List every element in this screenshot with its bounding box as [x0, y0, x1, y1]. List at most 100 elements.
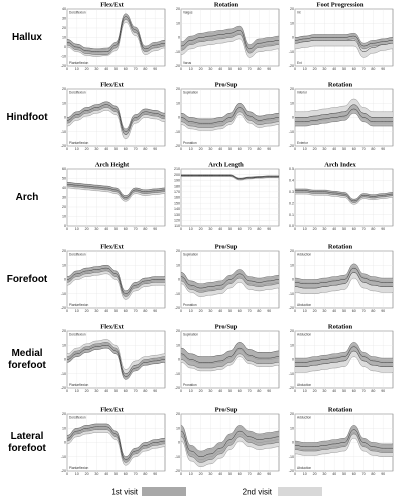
annotation-top: Adduction — [297, 253, 311, 257]
band-edge-lower — [181, 114, 279, 131]
band-edge-lower — [295, 438, 393, 457]
annotation-bottom: Plantarflexion — [69, 383, 89, 387]
x-tick-label: 40 — [218, 389, 222, 393]
y-tick-label: 0 — [292, 358, 294, 362]
band-visit-1 — [181, 103, 279, 128]
band-edge-lower — [67, 273, 165, 300]
x-tick-label: 40 — [104, 389, 108, 393]
x-tick-label: 60 — [124, 309, 128, 313]
legend-label-visit-2: 2nd visit — [243, 488, 273, 497]
x-tick-label: 50 — [114, 309, 118, 313]
x-tick-label: 30 — [322, 389, 326, 393]
x-tick-label: 20 — [85, 67, 89, 71]
mean-line-visit-1 — [67, 104, 165, 133]
x-tick-label: 90 — [267, 147, 271, 151]
panel-title: Rotation — [328, 82, 353, 89]
y-tick-label: -10 — [61, 292, 66, 296]
y-tick-label: 30 — [62, 196, 66, 200]
y-tick-label: 120 — [174, 219, 180, 223]
mean-line-visit-1 — [295, 346, 393, 363]
band-edge-lower — [295, 277, 393, 294]
x-tick-label: 60 — [124, 227, 128, 231]
y-tick-label: 20 — [62, 412, 66, 416]
x-tick-label: 60 — [238, 472, 242, 476]
mean-line-visit-1 — [67, 183, 165, 198]
x-tick-label: 30 — [208, 309, 212, 313]
y-tick-label: -20 — [175, 64, 180, 68]
y-tick-label: 130 — [174, 213, 180, 217]
x-tick-label: 0 — [180, 67, 182, 71]
y-tick-label: 20 — [176, 7, 180, 11]
band-edge-upper — [295, 98, 393, 112]
x-tick-label: 10 — [189, 472, 193, 476]
x-tick-label: 40 — [218, 227, 222, 231]
band-edge-lower — [67, 347, 165, 380]
band-edge-lower — [181, 436, 279, 463]
band-edge-lower — [67, 429, 165, 463]
mean-line-visit-1 — [181, 347, 279, 363]
y-tick-label: -20 — [175, 386, 180, 390]
x-tick-label: 20 — [85, 227, 89, 231]
x-tick-label: 80 — [257, 67, 261, 71]
x-tick-label: 20 — [313, 67, 317, 71]
band-visit-1 — [295, 188, 393, 203]
x-tick-label: 80 — [371, 227, 375, 231]
x-tick-label: 90 — [381, 147, 385, 151]
x-tick-label: 10 — [75, 472, 79, 476]
y-tick-label: 10 — [62, 36, 66, 40]
band-edge-lower — [295, 193, 393, 205]
y-tick-label: 0 — [292, 36, 294, 40]
x-tick-label: 50 — [114, 227, 118, 231]
y-tick-label: 10 — [176, 343, 180, 347]
y-tick-label: 0.4 — [289, 179, 294, 183]
x-tick-label: 40 — [218, 147, 222, 151]
mean-line-visit-1 — [67, 267, 165, 295]
panel-title: Rotation — [214, 2, 239, 9]
y-tick-label: 0 — [178, 278, 180, 282]
x-tick-label: 80 — [143, 309, 147, 313]
x-tick-label: 60 — [238, 227, 242, 231]
x-tick-label: 30 — [322, 67, 326, 71]
x-tick-label: 50 — [342, 227, 346, 231]
annotation-bottom: Ext — [297, 61, 302, 65]
mean-line-visit-1 — [181, 175, 279, 179]
x-tick-label: 30 — [94, 309, 98, 313]
panel-title: Rotation — [328, 324, 353, 331]
y-tick-label: 0 — [64, 116, 66, 120]
x-tick-label: 30 — [94, 147, 98, 151]
x-tick-label: 0 — [66, 67, 68, 71]
y-tick-label: -20 — [289, 144, 294, 148]
x-tick-label: 10 — [75, 147, 79, 151]
y-tick-label: 10 — [290, 101, 294, 105]
x-tick-label: 90 — [153, 67, 157, 71]
x-tick-label: 60 — [238, 147, 242, 151]
annotation-top: Int — [297, 11, 301, 15]
panel-title: Arch Index — [324, 162, 356, 169]
panel-title: Pro/Sup — [215, 82, 238, 89]
band-edge-lower — [181, 111, 279, 128]
y-tick-label: 0.2 — [289, 201, 294, 205]
row-label: Lateral forefoot — [8, 431, 46, 454]
legend-label-visit-1: 1st visit — [111, 488, 138, 497]
band-edge-lower — [67, 270, 165, 297]
y-tick-label: 10 — [62, 263, 66, 267]
x-tick-label: 40 — [104, 227, 108, 231]
y-tick-label: 20 — [62, 87, 66, 91]
x-tick-label: 70 — [362, 147, 366, 151]
y-tick-label: 20 — [176, 249, 180, 253]
y-tick-label: -10 — [175, 50, 180, 54]
y-tick-label: 10 — [176, 101, 180, 105]
y-tick-label: 0 — [292, 116, 294, 120]
band-visit-1 — [67, 13, 165, 55]
x-tick-label: 90 — [153, 389, 157, 393]
y-tick-label: 0 — [178, 358, 180, 362]
